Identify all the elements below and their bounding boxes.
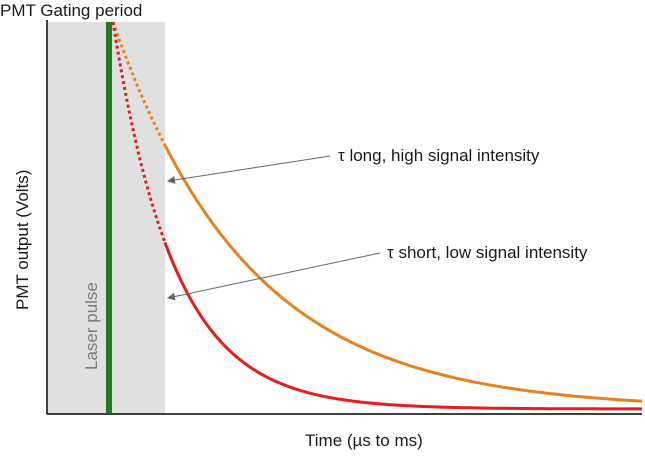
decay-curve-short-gated	[111, 21, 167, 244]
annotation-short: τ short, low signal intensity	[387, 243, 588, 262]
y-axis-label: PMT output (Volts)	[13, 170, 32, 310]
x-axis-label: Time (µs to ms)	[305, 431, 423, 450]
decay-curves	[111, 21, 643, 411]
decay-curve-long	[163, 144, 643, 403]
laser-pulse-label: Laser pulse	[82, 282, 101, 370]
arrow-short	[167, 252, 381, 301]
annotation-long: τ long, high signal intensity	[338, 146, 540, 165]
decay-curve-long-gated	[111, 21, 167, 146]
decay-curve-short	[163, 241, 642, 411]
title-label: PMT Gating period	[0, 1, 142, 20]
laser-pulse-bar	[106, 22, 112, 413]
arrow-long	[167, 155, 331, 184]
